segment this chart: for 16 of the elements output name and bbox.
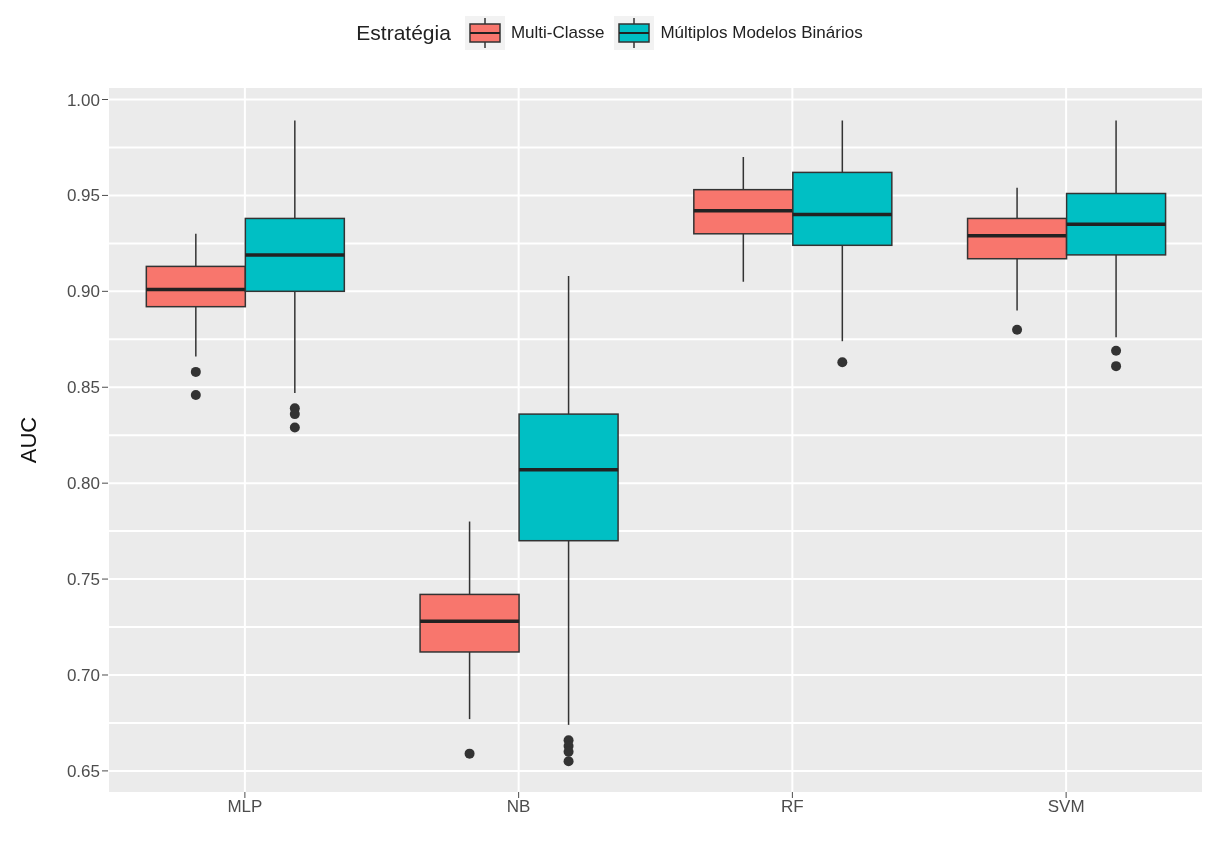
x-tick-label: MLP <box>227 797 263 817</box>
y-tick-label: 0.95 <box>66 186 100 206</box>
y-tick-label: 0.85 <box>66 378 100 398</box>
x-tick-label: NB <box>506 797 531 817</box>
x-tick-label: SVM <box>1047 797 1085 817</box>
legend-label: Multi-Classe <box>510 23 605 43</box>
y-tick-label: 1.00 <box>66 90 100 110</box>
y-tick-label: 0.80 <box>66 474 100 494</box>
legend-title: Estratégia <box>356 21 451 45</box>
x-tick-label: RF <box>781 797 804 817</box>
y-axis-title: AUC <box>15 416 41 464</box>
y-tick-label: 0.70 <box>66 666 100 686</box>
y-tick-label: 0.90 <box>66 282 100 302</box>
legend-label: Múltiplos Modelos Binários <box>660 23 863 43</box>
y-tick-label: 0.65 <box>66 761 100 781</box>
y-tick-label: 0.75 <box>66 570 100 590</box>
